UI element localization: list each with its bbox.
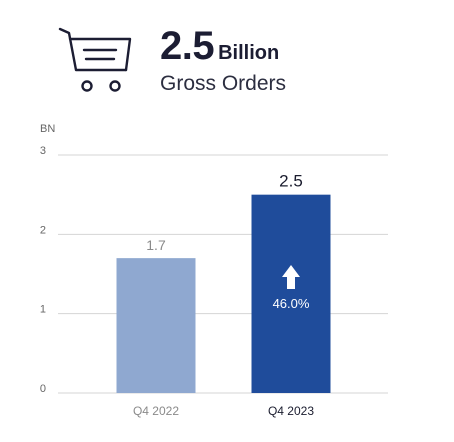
y-axis-label: BN xyxy=(40,123,55,135)
kpi-header: 2.5 Billion Gross Orders xyxy=(0,0,454,110)
headline-value: 2.5 xyxy=(160,24,215,68)
bar-value-label: 1.7 xyxy=(146,237,166,253)
x-tick-label: Q4 2023 xyxy=(268,404,314,418)
shopping-cart-icon xyxy=(58,27,132,92)
gross-orders-bar-chart: BN 0 1 2 3 1.7 Q4 2022 2.5 Q4 2023 46.0% xyxy=(40,123,388,418)
bar-q4-2022 xyxy=(116,258,196,393)
headline-label: Gross Orders xyxy=(160,72,287,95)
growth-label: 46.0% xyxy=(273,296,310,311)
y-tick-label: 3 xyxy=(40,145,46,157)
x-tick-label: Q4 2022 xyxy=(133,404,179,418)
headline: 2.5 Billion xyxy=(160,24,279,69)
bar-value-label: 2.5 xyxy=(279,172,303,191)
bar-q4-2023 xyxy=(251,194,331,393)
headline-unit: Billion xyxy=(218,42,280,64)
y-tick-label: 1 xyxy=(40,304,46,316)
y-tick-label: 2 xyxy=(40,224,46,236)
y-tick-label: 0 xyxy=(40,383,46,395)
arrow-up-icon xyxy=(282,265,300,289)
